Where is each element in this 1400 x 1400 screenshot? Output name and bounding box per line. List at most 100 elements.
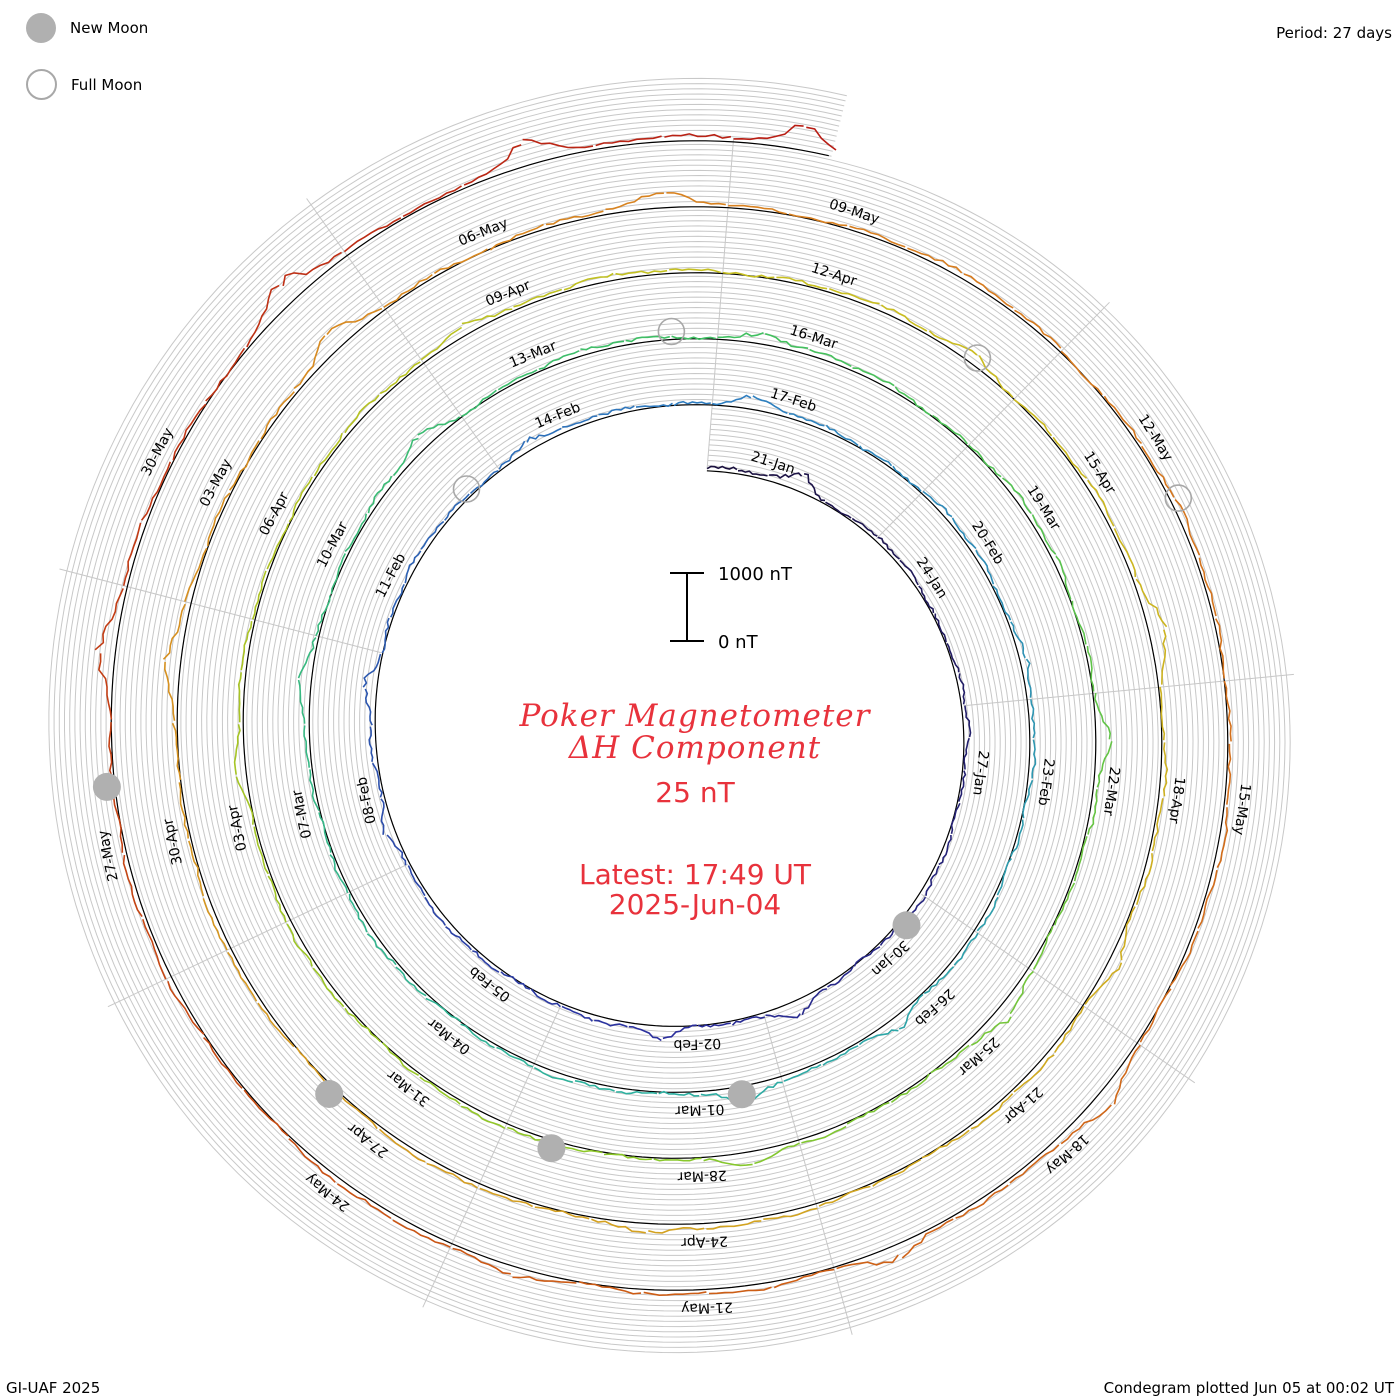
trace-segment: [1139, 988, 1172, 1043]
new-moon-label: New Moon: [70, 19, 149, 37]
grid-ring: [100, 129, 1239, 1302]
trace-segment: [852, 367, 895, 387]
trace-segment: [971, 1016, 1012, 1046]
trace-segment: [872, 1158, 921, 1187]
trace-segment: [605, 192, 664, 211]
trace-segment: [489, 223, 544, 251]
trace-segment: [246, 284, 280, 348]
trace-segment: [1135, 578, 1168, 628]
chart-title-line2: ΔH Component: [568, 730, 822, 766]
trace-segment: [326, 307, 383, 335]
trace-segment: [809, 348, 852, 368]
date-label: 09-Apr: [483, 277, 533, 310]
trace-segment: [303, 725, 310, 768]
trace-segment: [829, 287, 880, 305]
trace-segment: [892, 465, 922, 492]
trace-segment: [184, 547, 208, 602]
chart-title: Poker Magnetometer ΔH Component: [440, 700, 950, 764]
trace-segment: [978, 355, 1014, 398]
trace-segment: [963, 737, 970, 770]
trace-segment: [288, 476, 313, 523]
date-label: 15-Apr: [1080, 449, 1119, 497]
trace-segment: [460, 1105, 506, 1129]
trace-segment: [717, 332, 764, 339]
trace-segment: [1159, 686, 1166, 741]
trace-segment: [1073, 836, 1088, 882]
trace-segment: [297, 637, 317, 679]
trace-segment: [1096, 741, 1113, 788]
trace-segment: [574, 1080, 615, 1092]
date-label: 05-Feb: [466, 963, 514, 1005]
credit-label: GI-UAF 2025: [6, 1379, 101, 1397]
trace-segment: [836, 1254, 899, 1270]
new-moon-marker: [92, 772, 121, 801]
trace-segment: [227, 951, 258, 1002]
trace-segment: [253, 826, 269, 875]
scale-top-label: 1000 nT: [718, 564, 793, 585]
date-label: 24-Apr: [681, 1233, 729, 1251]
trace-segment: [1086, 645, 1095, 692]
trace-segment: [380, 798, 385, 835]
trace-segment: [378, 1128, 426, 1163]
trace-segment: [392, 437, 419, 477]
trace-segment: [293, 335, 326, 389]
trace-segment: [975, 549, 995, 585]
trace-segment: [616, 1090, 658, 1095]
trace-segment: [765, 1013, 801, 1019]
scale-bar: 1000 nT 0 nT: [670, 564, 793, 653]
trace-segment: [928, 330, 978, 356]
trace-segment: [894, 386, 931, 416]
trace-segment: [522, 138, 594, 149]
full-moon-marker: [963, 344, 992, 372]
date-label: 30-May: [139, 425, 177, 478]
trace-segment: [950, 802, 961, 834]
trace-segment: [286, 923, 313, 967]
trace-segment: [898, 993, 924, 1030]
trace-segment: [628, 1025, 662, 1042]
grid-ring: [90, 119, 1250, 1312]
trace-segment: [1216, 807, 1229, 868]
trace-segment: [712, 394, 752, 406]
date-label: 12-Apr: [809, 260, 859, 290]
trace-segment: [1010, 819, 1024, 857]
trace-segment: [171, 722, 182, 781]
trace-segment: [827, 966, 854, 988]
trace-segment: [783, 1063, 822, 1082]
trace-segment: [563, 272, 614, 291]
trace-segment: [849, 225, 906, 248]
trace-segment: [1084, 962, 1123, 1005]
date-label: 01-Mar: [675, 1101, 725, 1119]
trace-segment: [1174, 499, 1201, 556]
trace-segment: [122, 522, 142, 586]
trace-segment: [420, 520, 445, 550]
trace-segment: [433, 248, 488, 274]
trace-segment: [452, 1247, 511, 1275]
trace-segment: [172, 403, 207, 461]
trace-segment: [806, 126, 837, 151]
day-spokes: [59, 137, 1294, 1335]
trace-segment: [1009, 1144, 1060, 1184]
trace-segment: [859, 445, 893, 467]
trace-segment: [671, 335, 716, 341]
date-label: 18-Apr: [1165, 776, 1187, 825]
trace-segment: [964, 705, 972, 738]
trace-segment: [598, 405, 635, 416]
trace-segment: [313, 432, 343, 477]
date-label: 16-Mar: [788, 323, 840, 353]
trace-segment: [330, 553, 347, 595]
full-moon-marker: [657, 317, 686, 346]
trace-segment: [825, 424, 859, 447]
trace-segment: [162, 603, 186, 660]
day-spoke: [921, 893, 1196, 1084]
trace-segment: [240, 621, 253, 671]
trace-segment: [722, 271, 775, 279]
trace-segment: [469, 470, 499, 494]
latest-date: 2025-Jun-04: [608, 888, 782, 921]
trace-segment: [697, 1022, 731, 1028]
trace-segment: [167, 980, 205, 1035]
date-label: 28-Mar: [677, 1167, 727, 1185]
trace-segment: [1060, 1104, 1112, 1145]
trace-segment: [1119, 906, 1136, 961]
trace-segment: [930, 1044, 970, 1074]
trace-segment: [992, 585, 1012, 621]
